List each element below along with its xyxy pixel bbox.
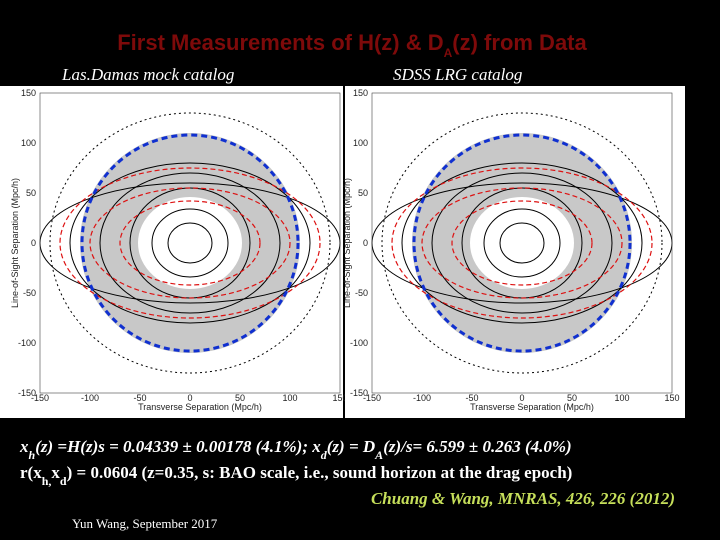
x-tick-label: 50 [235,393,245,403]
y-tick-label: 0 [363,238,368,248]
model-contour [421,187,623,299]
text-run: ) = 0.0604 (z=0.35, s: BAO scale, i.e., … [67,463,573,482]
model-contour [89,187,291,299]
contour [151,208,229,278]
y-tick-label: -100 [18,338,36,348]
y-tick-label: 100 [21,138,36,148]
model-contour [451,200,593,286]
x-tick-label: -50 [465,393,478,403]
bao-circle [80,133,300,353]
y-tick-label: 150 [21,88,36,98]
x-tick-label: -50 [133,393,146,403]
text-run: (z)/s= 6.599 ± 0.263 (4.0%) [383,437,572,456]
text-run: x [51,463,60,482]
y-tick-label: -150 [350,388,368,398]
text-run: (z) =H(z)s = 0.04339 ± 0.00178 (4.1%); x [35,437,321,456]
text-run: First Measurements of H(z) & D [117,30,443,55]
x-tick-label: 100 [282,393,297,403]
model-contour [391,167,653,319]
inner-white [138,197,242,289]
y-tick-label: 50 [26,188,36,198]
x-tick-label: -100 [413,393,431,403]
contour [401,162,643,324]
y-tick-label: 150 [353,88,368,98]
subscript: A [374,448,383,462]
y-tick-label: 100 [353,138,368,148]
text-run: (z) = D [327,437,375,456]
subscript: A [444,46,453,60]
model-contour [59,167,321,319]
result-line: r(xh,xd) = 0.0604 (z=0.35, s: BAO scale,… [20,463,572,488]
panel: SDSS LRG catalog -150 -100 -50 0 50 100 150 150 1… [342,65,685,418]
contour [69,162,311,324]
x-tick-label: 0 [519,393,524,403]
inner-white [470,197,574,289]
x-tick-label: 150 [332,393,347,403]
x-tick-label: 50 [567,393,577,403]
plot-frame [371,92,673,394]
y-tick-label: -100 [350,338,368,348]
y-axis-label: Line-of-Sight Separation (Mpc/h) [342,178,352,308]
contour [483,208,561,278]
panel: Las.Damas mock catalog -150 -100 -50 0 50 100 1… [0,65,348,418]
footer: Yun Wang, September 2017 [72,516,218,531]
subscript: d [60,474,67,488]
text-run: (z) from Data [452,30,587,55]
contour [49,112,331,374]
contour [99,172,281,314]
y-tick-label: 0 [31,238,36,248]
model-contour [119,200,261,286]
x-tick-label: -150 [31,393,49,403]
panel-caption: SDSS LRG catalog [393,65,522,84]
panel-caption: Las.Damas mock catalog [61,65,234,84]
reference: Chuang & Wang, MNRAS, 426, 226 (2012) [371,489,675,508]
x-tick-label: 100 [614,393,629,403]
x-tick-label: -100 [81,393,99,403]
x-tick-label: -150 [363,393,381,403]
x-axis-label: Transverse Separation (Mpc/h) [470,402,594,412]
text-run: r(x [20,463,42,482]
x-tick-label: 150 [664,393,679,403]
bao-circle [412,133,632,353]
contour [499,222,545,264]
contour [381,112,663,374]
slide-title: First Measurements of H(z) & DA(z) from … [117,30,587,60]
x-axis-label: Transverse Separation (Mpc/h) [138,402,262,412]
y-tick-label: -50 [23,288,36,298]
y-tick-label: 50 [358,188,368,198]
y-tick-label: -150 [18,388,36,398]
contour [431,172,613,314]
text-run: x [19,437,29,456]
subscript: h [29,448,36,462]
plot-frame [39,92,341,394]
y-axis-label: Line-of-Sight Separation (Mpc/h) [10,178,20,308]
subscript: d [321,448,328,462]
contour [167,222,213,264]
subscript: h, [42,474,52,488]
x-tick-label: 0 [187,393,192,403]
y-tick-label: -50 [355,288,368,298]
result-line: xh(z) =H(z)s = 0.04339 ± 0.00178 (4.1%);… [19,437,572,462]
